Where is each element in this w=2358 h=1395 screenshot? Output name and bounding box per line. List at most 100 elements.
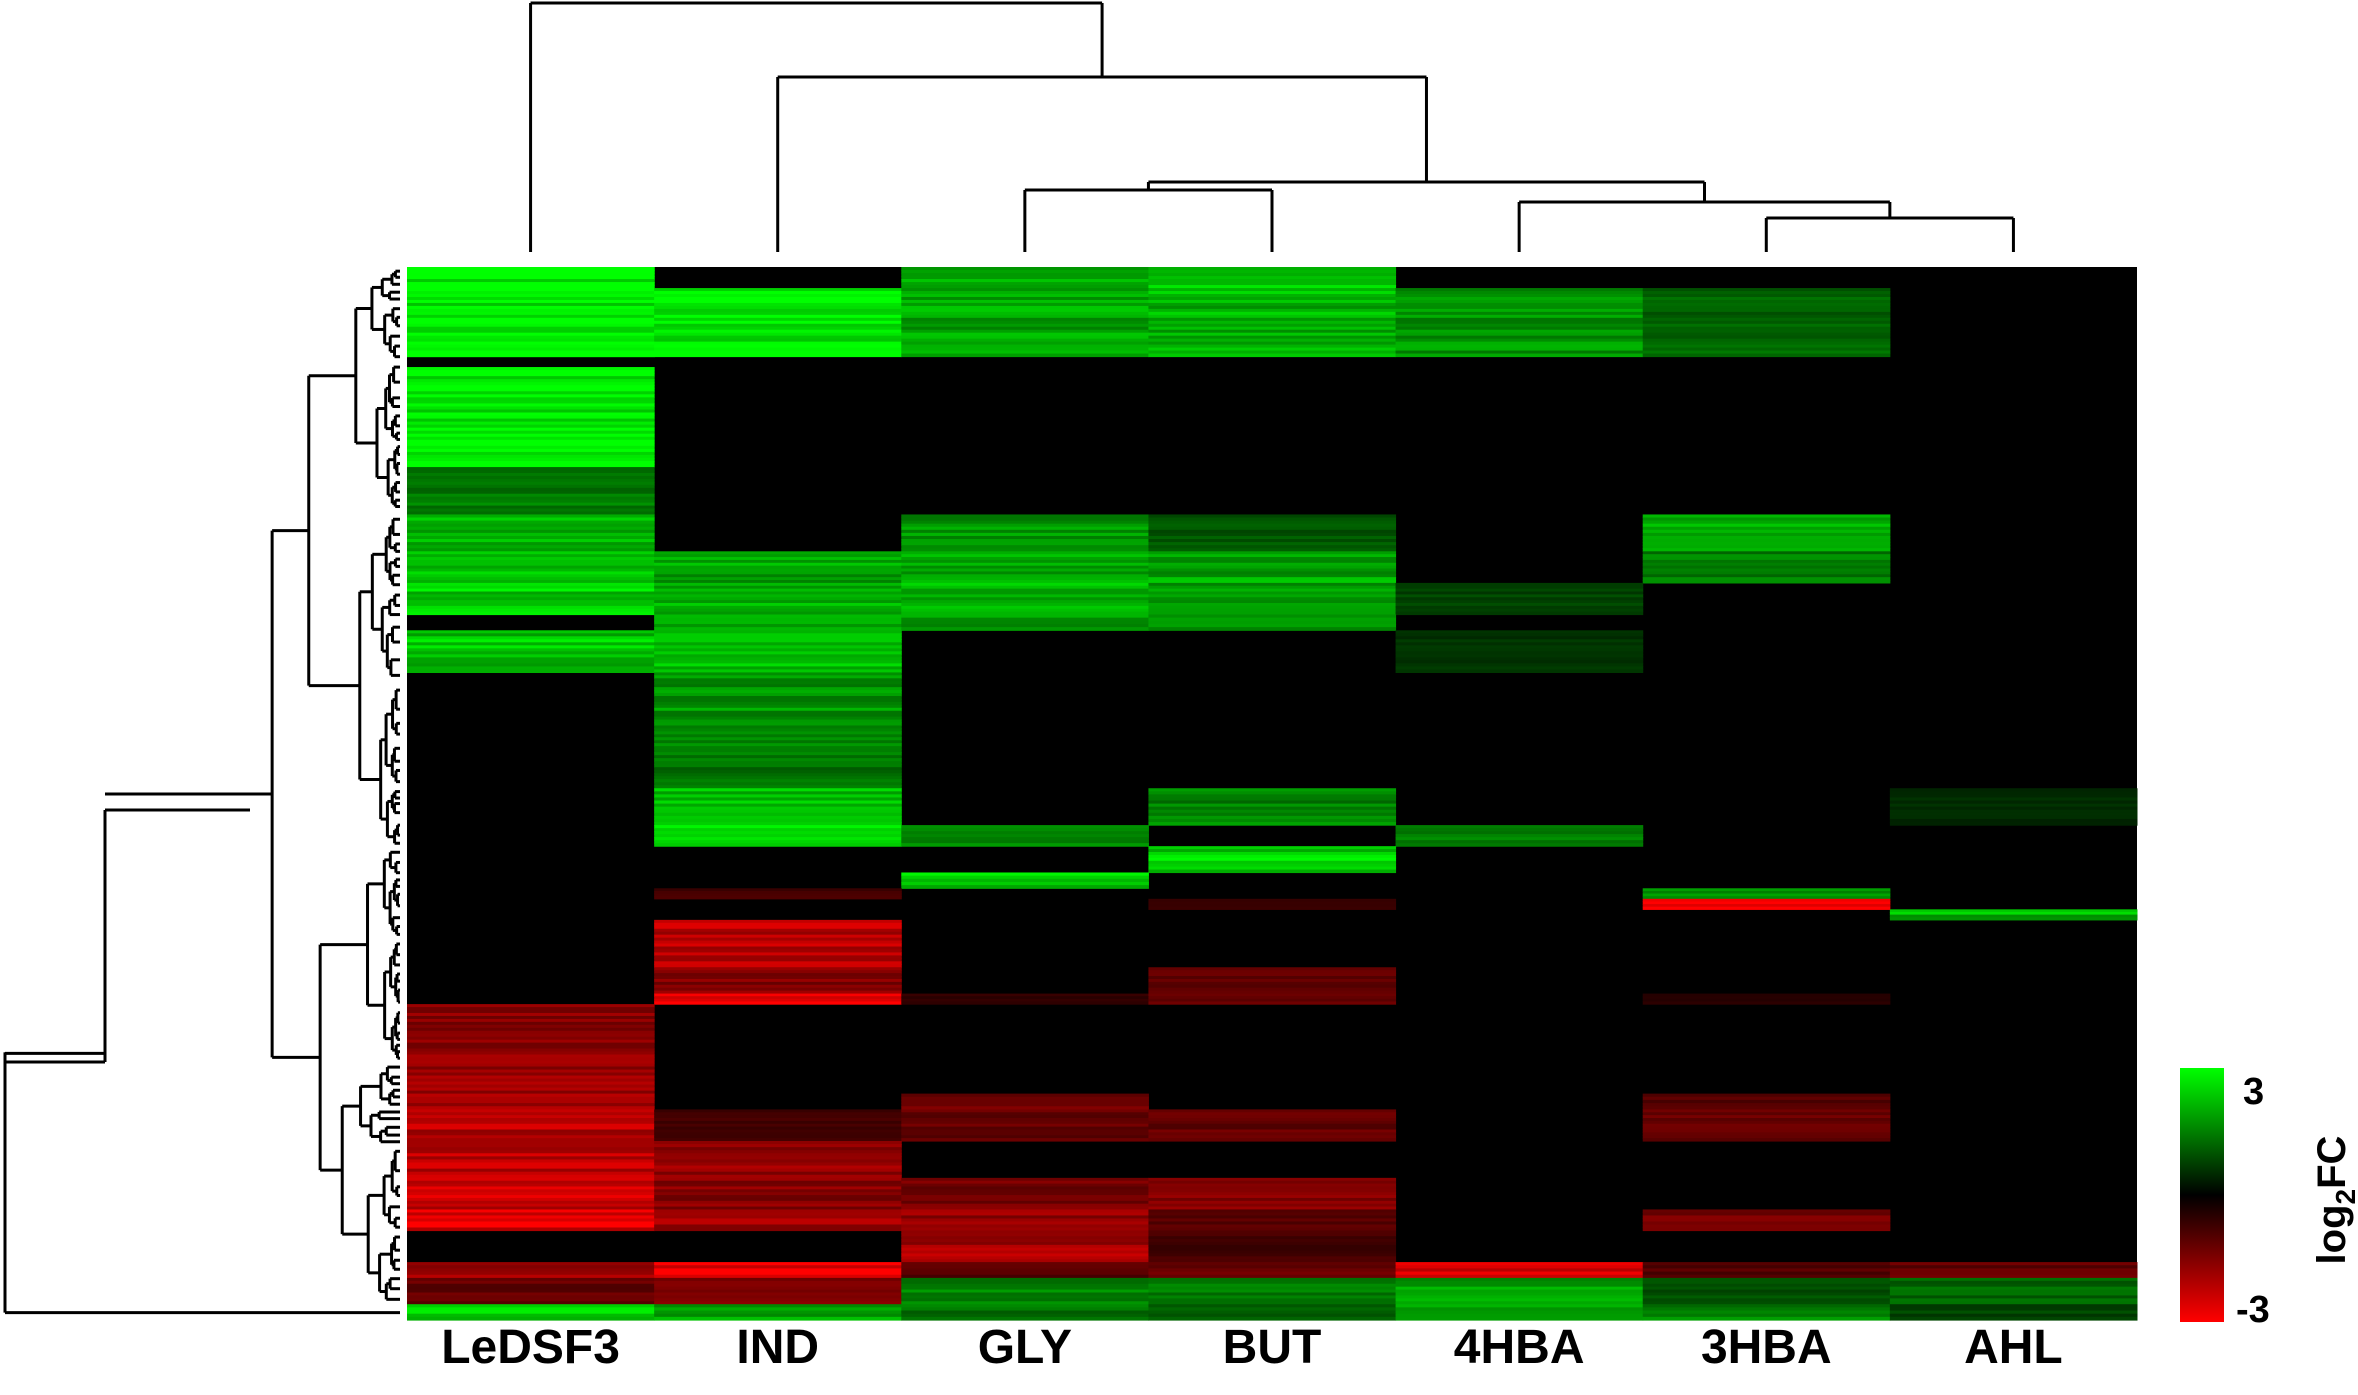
heatmap-cell	[1642, 344, 1891, 349]
heatmap-cell	[1148, 869, 1397, 874]
heatmap-cell	[901, 1138, 1149, 1142]
heatmap-cell	[1148, 597, 1397, 601]
heatmap-cell	[654, 565, 902, 570]
heatmap-cell	[1889, 803, 2138, 808]
heatmap-cell	[1642, 532, 1891, 537]
heatmap-cell	[654, 669, 902, 674]
heatmap-cell	[1148, 347, 1397, 352]
heatmap-cell	[654, 620, 902, 625]
heatmap-cell	[1642, 1313, 1891, 1318]
heatmap-cell	[901, 1195, 1149, 1199]
heatmap-cell	[1148, 1271, 1397, 1276]
heatmap-cell	[654, 693, 902, 697]
heatmap-cell	[1889, 822, 2138, 826]
heatmap-cell	[1642, 901, 1891, 905]
heatmap-cell	[1642, 1274, 1891, 1279]
heatmap-cell	[1642, 1132, 1891, 1136]
heatmap-cell	[654, 888, 902, 892]
heatmap-cell	[654, 1310, 902, 1315]
heatmap-cell	[901, 288, 1149, 292]
heatmap-cell	[1148, 1123, 1397, 1128]
heatmap-cell	[1395, 1274, 1644, 1279]
heatmap-cell	[654, 291, 902, 295]
heatmap-cell	[407, 1007, 655, 1011]
heatmap-cell	[1148, 973, 1397, 977]
heatmap-cell	[901, 542, 1149, 546]
heatmap-cell	[407, 484, 655, 489]
heatmap-cell	[407, 457, 655, 462]
heatmap-cell	[1642, 1093, 1891, 1098]
heatmap-cell	[1642, 350, 1891, 355]
heatmap-cell	[1395, 663, 1644, 667]
heatmap-cell	[654, 1307, 902, 1312]
heatmap-cell	[407, 1283, 655, 1288]
heatmap-cell	[654, 657, 902, 661]
heatmap-cell	[654, 1162, 902, 1167]
heatmap-cell	[407, 1060, 655, 1065]
heatmap-cell	[1148, 1183, 1397, 1188]
heatmap-cell	[407, 332, 655, 337]
heatmap-cell	[1148, 815, 1397, 820]
heatmap-cell	[901, 532, 1149, 537]
heatmap-cell	[901, 1180, 1149, 1185]
heatmap-cell	[654, 800, 902, 805]
heatmap-cell	[901, 273, 1149, 277]
heatmap-cell	[407, 267, 655, 271]
heatmap-cell	[654, 704, 902, 709]
heatmap-cell	[407, 582, 655, 587]
heatmap-cell	[1148, 314, 1397, 319]
heatmap-cell	[407, 548, 655, 552]
heatmap-cell	[1642, 1286, 1891, 1291]
heatmap-cell	[1148, 517, 1397, 522]
heatmap-cell	[407, 276, 655, 280]
heatmap-cell	[407, 1209, 655, 1214]
heatmap-cell	[1889, 1295, 2138, 1299]
heatmap-cell	[654, 1180, 902, 1185]
heatmap-cell	[901, 1112, 1149, 1116]
heatmap-cell	[901, 1313, 1149, 1318]
heatmap-cell	[1642, 311, 1891, 316]
heatmap-cell	[654, 1304, 902, 1308]
heatmap-cell	[407, 367, 655, 371]
heatmap-cell	[654, 818, 902, 823]
heatmap-cell	[1642, 1298, 1891, 1302]
heatmap-cell	[1148, 806, 1397, 811]
heatmap-cell	[407, 427, 655, 432]
heatmap-cell	[901, 1183, 1149, 1188]
heatmap-cell	[1395, 1295, 1644, 1299]
heatmap-cell	[407, 542, 655, 546]
heatmap-cell	[901, 568, 1149, 573]
heatmap-cell	[407, 1024, 655, 1029]
heatmap-cell	[901, 1103, 1149, 1107]
heatmap-cell	[407, 1018, 655, 1023]
heatmap-cell	[1148, 514, 1397, 519]
heatmap-cell	[1148, 279, 1397, 283]
heatmap-cell	[901, 577, 1149, 581]
heatmap-cell	[654, 843, 902, 847]
heatmap-cell	[1642, 288, 1891, 292]
heatmap-cell	[1148, 1262, 1397, 1266]
heatmap-cell	[654, 731, 902, 735]
heatmap-cell	[407, 394, 655, 398]
heatmap-cell	[1148, 978, 1397, 983]
heatmap-cell	[1148, 557, 1397, 561]
heatmap-cell	[654, 1109, 902, 1113]
heatmap-cell	[654, 749, 902, 753]
heatmap-cell	[1395, 603, 1644, 607]
heatmap-cell	[901, 580, 1149, 584]
heatmap-cell	[901, 1096, 1149, 1101]
heatmap-cell	[407, 1271, 655, 1276]
heatmap-cell	[407, 1126, 655, 1131]
heatmap-cell	[654, 949, 902, 954]
heatmap-cell	[1148, 320, 1397, 325]
heatmap-cell	[407, 1081, 655, 1086]
heatmap-cell	[407, 1140, 655, 1145]
heatmap-cell	[407, 1274, 655, 1279]
heatmap-cell	[654, 588, 902, 593]
heatmap-cell	[1148, 302, 1397, 307]
heatmap-cell	[901, 993, 1149, 997]
column-label-ind: IND	[736, 1321, 819, 1374]
heatmap-cell	[654, 976, 902, 980]
heatmap-cell	[407, 660, 655, 664]
